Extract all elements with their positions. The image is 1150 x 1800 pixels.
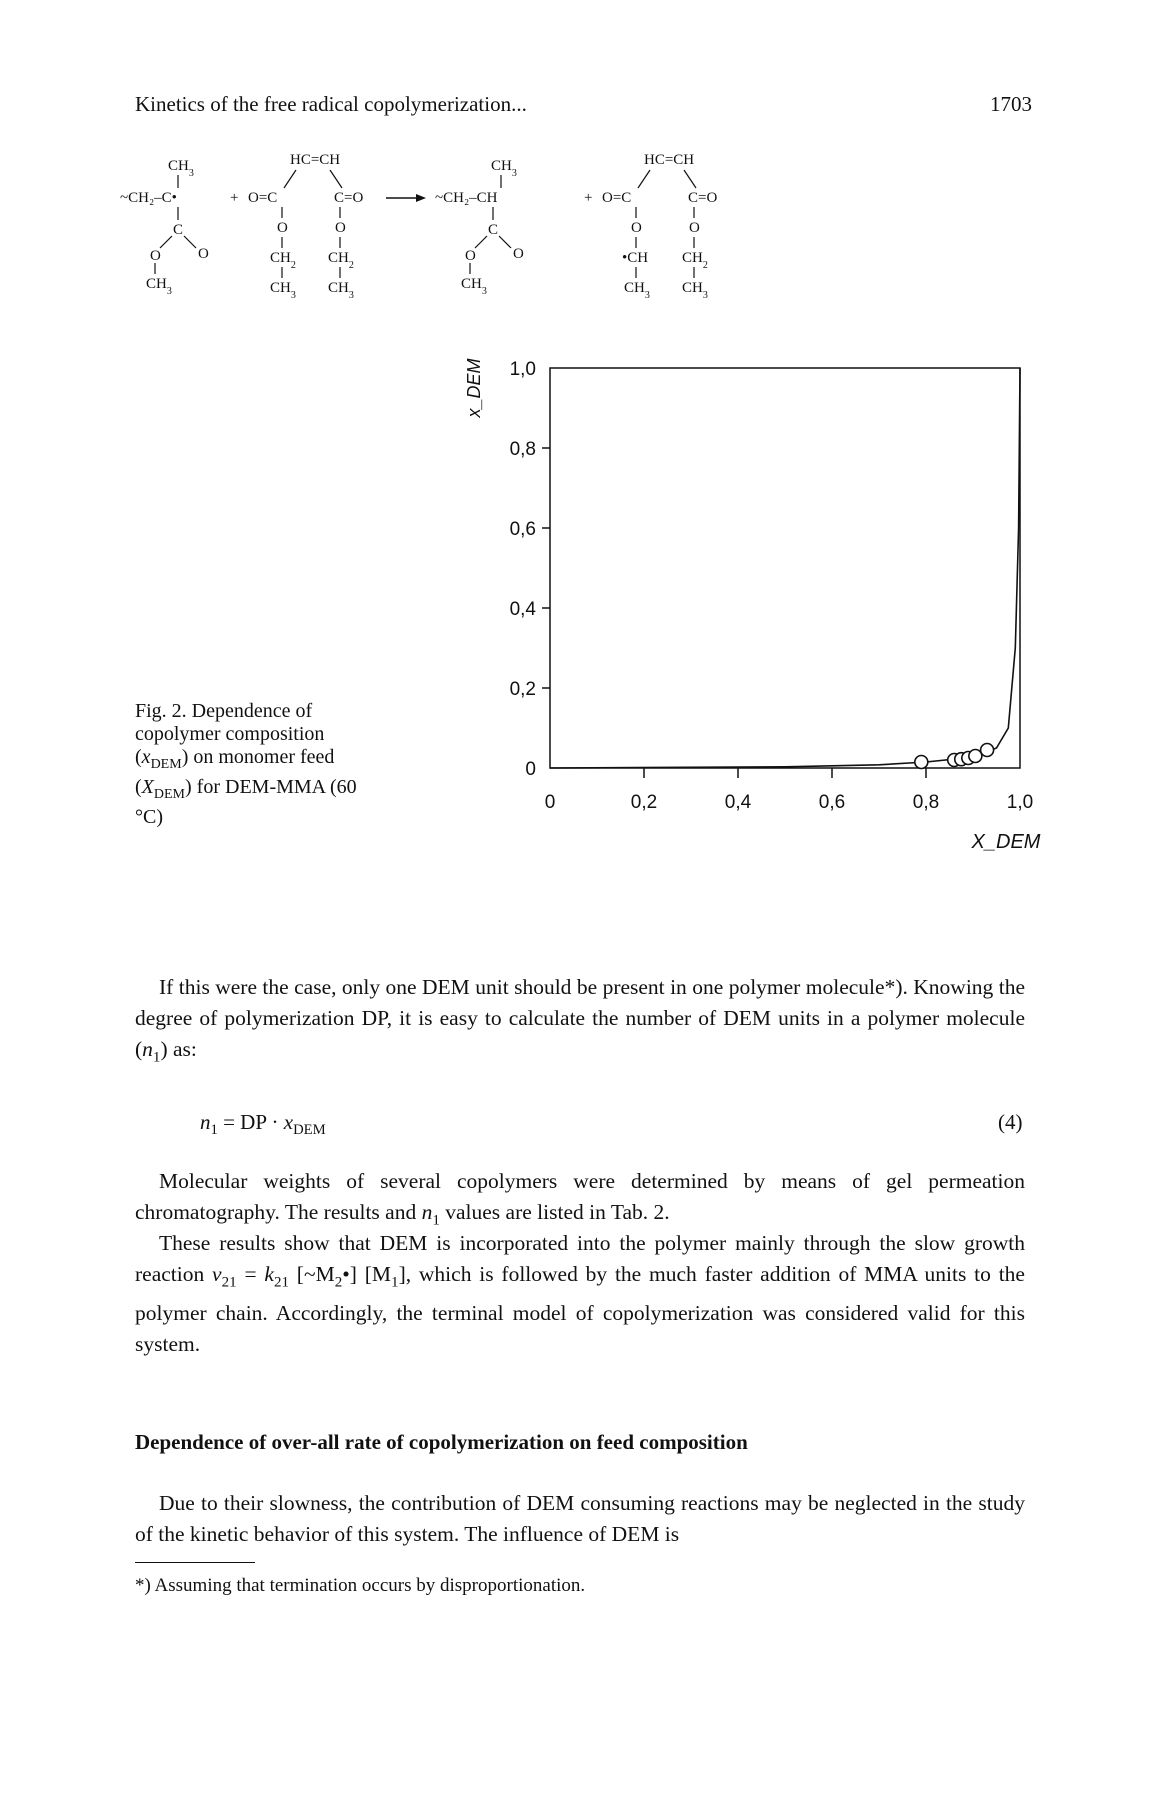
svg-text:CH3: CH3 <box>328 280 354 301</box>
paragraph: Due to their slowness, the contribution … <box>135 1491 1025 1546</box>
svg-text:CH3: CH3 <box>624 280 650 301</box>
svg-text:O: O <box>631 220 642 236</box>
svg-text:CH3: CH3 <box>168 158 194 179</box>
svg-text:CH3: CH3 <box>491 158 517 179</box>
svg-text:O: O <box>277 220 288 236</box>
svg-text:O: O <box>465 248 476 264</box>
x-axis-label: X_DEM <box>971 831 1041 853</box>
svg-text:~CH₂–C•: ~CH₂–C• <box>120 190 177 206</box>
mma-radical-structure: CH3 ~CH₂–C• C O O CH3 <box>120 158 209 297</box>
svg-text:O: O <box>150 248 161 264</box>
svg-text:O: O <box>513 246 524 262</box>
equation-number: (4) <box>998 1110 1023 1134</box>
y-tick-label: 0,8 <box>510 439 536 460</box>
svg-text:~CH₂–CH: ~CH₂–CH <box>435 190 498 206</box>
svg-text:O: O <box>198 246 209 262</box>
svg-text:HC=CH: HC=CH <box>644 152 694 168</box>
composition-chart: 0 0,2 0,4 0,6 0,8 1,0 0 0,2 0,4 0,6 0,8 1,0 X_DEM x_D… <box>464 358 1041 853</box>
reaction-scheme: CH3 ~CH₂–C• C O O CH3 + HC=CH O=C C=O O … <box>120 152 717 301</box>
svg-text:O=C: O=C <box>602 190 631 206</box>
paragraph: These results show that DEM is incorpora… <box>135 1231 1025 1357</box>
svg-text:C=O: C=O <box>688 190 717 206</box>
paragraph: If this were the case, only one DEM unit… <box>135 975 1025 1066</box>
running-title: Kinetics of the free radical copolymeriz… <box>135 92 527 116</box>
dem-radical-structure: HC=CH O=C C=O O O •CH CH2 CH3 CH3 <box>602 152 717 301</box>
y-tick-label: 0,6 <box>510 519 536 540</box>
svg-text:O=C: O=C <box>248 190 277 206</box>
data-point <box>979 742 995 758</box>
dem-structure: HC=CH O=C C=O O O CH2 CH2 CH3 CH3 <box>248 152 363 301</box>
y-tick-label: 0,4 <box>510 599 537 620</box>
reaction-arrow <box>386 194 426 202</box>
y-tick-label: 0 <box>525 759 536 780</box>
section-heading: Dependence of over-all rate of copolymer… <box>135 1430 748 1454</box>
page-number: 1703 <box>990 92 1032 116</box>
footnote: *) Assuming that termination occurs by d… <box>135 1575 586 1596</box>
figure-caption: Fig. 2. Dependence of copolymer composit… <box>135 700 357 828</box>
svg-text:CH2: CH2 <box>328 250 354 271</box>
composition-curve <box>549 367 1021 769</box>
svg-text:HC=CH: HC=CH <box>290 152 340 168</box>
svg-text:CH3: CH3 <box>682 280 708 301</box>
svg-text:CH3: CH3 <box>270 280 296 301</box>
footnote-rule <box>135 1562 255 1563</box>
svg-text:CH3: CH3 <box>146 276 172 297</box>
x-tick-label: 0,2 <box>631 792 657 813</box>
equation: n1 = DP · xDEM <box>200 1110 326 1139</box>
svg-text:•CH: •CH <box>622 250 648 266</box>
x-tick-label: 1,0 <box>1007 792 1033 813</box>
svg-text:C: C <box>488 222 498 238</box>
svg-text:C: C <box>173 222 183 238</box>
svg-text:C=O: C=O <box>334 190 363 206</box>
svg-text:O: O <box>689 220 700 236</box>
x-tick-label: 0,4 <box>725 792 752 813</box>
y-axis-label: x_DEM <box>464 358 484 418</box>
plus-sign: + <box>584 190 592 206</box>
svg-text:CH2: CH2 <box>682 250 708 271</box>
x-tick-label: 0 <box>545 792 556 813</box>
svg-text:CH3: CH3 <box>461 276 487 297</box>
paragraph: Molecular weights of several copolymers … <box>135 1169 1025 1229</box>
y-tick-label: 1,0 <box>510 359 536 380</box>
svg-text:CH2: CH2 <box>270 250 296 271</box>
plot-frame <box>549 367 1021 769</box>
svg-text:O: O <box>335 220 346 236</box>
data-point <box>913 754 929 770</box>
x-tick-label: 0,8 <box>913 792 939 813</box>
x-tick-label: 0,6 <box>819 792 845 813</box>
data-point <box>968 748 983 764</box>
mma-product-structure: CH3 ~CH₂–CH C O O CH3 <box>435 158 524 297</box>
plus-sign: + <box>230 190 238 206</box>
y-tick-label: 0,2 <box>510 679 536 700</box>
